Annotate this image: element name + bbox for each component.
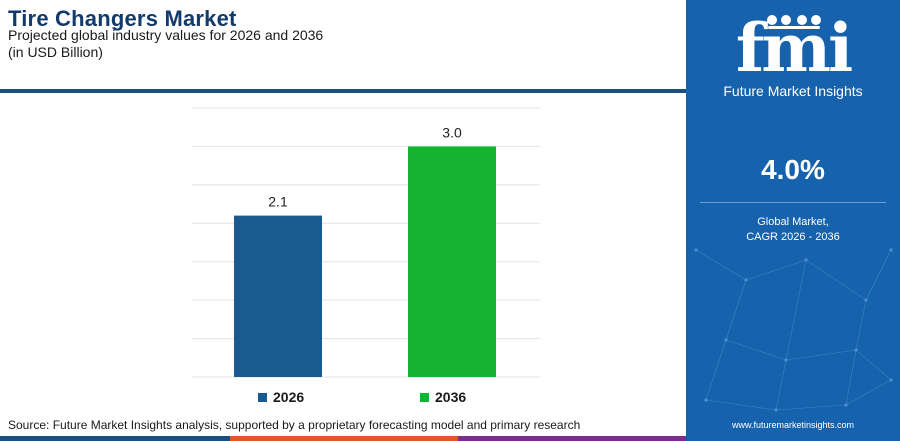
chart-header: Tire Changers Market Projected global in… bbox=[0, 0, 686, 93]
footer-stripe-1 bbox=[0, 436, 230, 441]
chart-title: Tire Changers Market bbox=[8, 6, 237, 31]
legend-label-2026: 2026 bbox=[273, 389, 305, 405]
logo-subtitle: Future Market Insights bbox=[723, 83, 863, 99]
legend-swatch-2036 bbox=[420, 392, 429, 402]
bar-2026 bbox=[234, 215, 322, 377]
bar-chart: 2.1 3.0 2026 2036 bbox=[0, 93, 686, 413]
cagr-label-line-2: CAGR 2026 - 2036 bbox=[746, 231, 840, 243]
cagr-value: 4.0% bbox=[761, 154, 825, 185]
logo-figures-icon bbox=[767, 15, 821, 29]
network-pattern-decoration bbox=[694, 248, 893, 412]
unit-label: (in USD Billion) bbox=[8, 44, 103, 60]
website-link[interactable]: www.futuremarketinsights.com bbox=[731, 420, 855, 430]
logo-wordmark: fmi bbox=[735, 9, 853, 87]
cagr-label: Global Market, CAGR 2026 - 2036 bbox=[686, 215, 900, 245]
chart-subtitle: Projected global industry values for 202… bbox=[8, 27, 324, 43]
panel-divider bbox=[700, 202, 886, 203]
fmi-logo: fmi Future Market Insights bbox=[708, 8, 878, 103]
legend-label-2036: 2036 bbox=[435, 389, 467, 405]
cagr-label-line-1: Global Market, bbox=[757, 216, 829, 228]
legend-item-2026: 2026 bbox=[258, 389, 304, 405]
footer-stripe-3 bbox=[458, 436, 686, 441]
legend-swatch-2026 bbox=[258, 392, 267, 402]
bar-value-label-2026: 2.1 bbox=[268, 194, 288, 210]
bar-value-label-2036: 3.0 bbox=[442, 124, 462, 140]
cagr-panel: fmi Future Market Insights 4.0% Global M… bbox=[686, 0, 900, 441]
legend-item-2036: 2036 bbox=[420, 389, 466, 405]
header-divider bbox=[0, 89, 686, 93]
source-note: Source: Future Market Insights analysis,… bbox=[8, 418, 581, 432]
footer-stripe-2 bbox=[230, 436, 458, 441]
bar-2036 bbox=[408, 146, 496, 377]
chart-plot-area: 2.1 3.0 bbox=[192, 107, 540, 378]
